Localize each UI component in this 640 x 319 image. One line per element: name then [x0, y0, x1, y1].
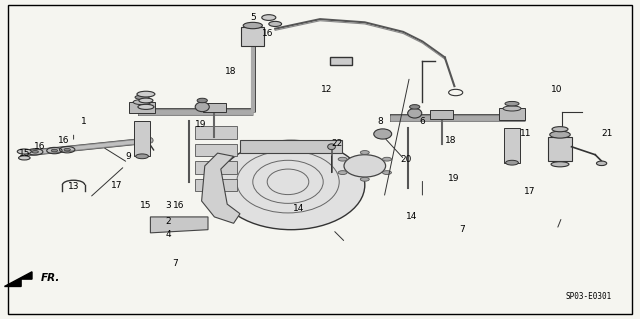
Ellipse shape: [133, 100, 151, 105]
Text: 2: 2: [165, 217, 171, 226]
Text: FR.: FR.: [40, 272, 60, 283]
Ellipse shape: [328, 144, 335, 150]
Text: 3: 3: [165, 201, 171, 210]
Text: 15: 15: [140, 201, 152, 210]
Ellipse shape: [505, 101, 519, 106]
Ellipse shape: [262, 15, 276, 20]
Bar: [241, 27, 264, 46]
Text: 18: 18: [445, 136, 456, 145]
Text: 4: 4: [165, 230, 171, 239]
Text: 22: 22: [332, 139, 343, 148]
Ellipse shape: [374, 129, 392, 139]
Ellipse shape: [269, 21, 282, 26]
Text: 14: 14: [292, 204, 304, 213]
Ellipse shape: [218, 140, 365, 230]
Ellipse shape: [17, 149, 31, 154]
Text: 19: 19: [195, 120, 206, 129]
Ellipse shape: [136, 154, 148, 159]
Text: 9: 9: [125, 152, 131, 161]
Bar: [203, 103, 226, 112]
Text: 16: 16: [34, 142, 45, 151]
Bar: [195, 161, 237, 174]
Text: 10: 10: [551, 85, 563, 94]
Ellipse shape: [410, 105, 420, 109]
Text: 16: 16: [262, 29, 274, 38]
Text: 1: 1: [81, 117, 86, 126]
Bar: [195, 126, 237, 139]
Polygon shape: [4, 272, 32, 286]
Text: 15: 15: [19, 149, 30, 158]
Ellipse shape: [32, 151, 38, 153]
Ellipse shape: [338, 171, 347, 174]
Bar: [548, 137, 572, 161]
Text: 16: 16: [58, 136, 70, 145]
Text: 7: 7: [460, 225, 465, 234]
Ellipse shape: [139, 98, 153, 103]
Text: 17: 17: [111, 181, 123, 189]
Ellipse shape: [551, 162, 569, 167]
Ellipse shape: [138, 104, 154, 109]
Text: 21: 21: [602, 130, 613, 138]
Text: 7: 7: [172, 259, 178, 268]
Text: 8: 8: [378, 117, 383, 126]
Ellipse shape: [64, 148, 70, 151]
Ellipse shape: [19, 156, 30, 160]
Text: 19: 19: [448, 174, 460, 183]
Ellipse shape: [408, 108, 422, 118]
Ellipse shape: [552, 127, 568, 132]
Text: 14: 14: [406, 212, 418, 221]
Text: 5: 5: [250, 13, 255, 22]
Bar: [195, 179, 237, 191]
Polygon shape: [202, 153, 240, 223]
Ellipse shape: [503, 106, 521, 111]
Polygon shape: [150, 217, 208, 233]
Bar: [499, 108, 525, 120]
Ellipse shape: [197, 98, 207, 103]
Text: 12: 12: [321, 85, 333, 94]
Ellipse shape: [137, 91, 155, 97]
Ellipse shape: [243, 22, 262, 29]
Ellipse shape: [51, 149, 58, 152]
Ellipse shape: [596, 161, 607, 166]
Bar: [504, 128, 520, 163]
Ellipse shape: [383, 157, 392, 161]
Ellipse shape: [360, 151, 369, 154]
Text: 18: 18: [225, 67, 237, 76]
Text: 11: 11: [520, 130, 531, 138]
Bar: [430, 110, 453, 119]
Ellipse shape: [383, 171, 392, 174]
Bar: [134, 121, 150, 156]
Text: 13: 13: [68, 182, 79, 191]
Ellipse shape: [550, 131, 570, 138]
Text: 17: 17: [524, 187, 535, 196]
Ellipse shape: [506, 160, 518, 165]
Text: 20: 20: [400, 155, 412, 164]
Bar: [195, 144, 237, 156]
Ellipse shape: [338, 157, 347, 161]
Ellipse shape: [195, 102, 209, 112]
Bar: [240, 140, 342, 153]
Bar: [129, 102, 155, 113]
Text: 6: 6: [420, 117, 425, 126]
Ellipse shape: [344, 155, 385, 177]
Ellipse shape: [360, 177, 369, 181]
Bar: [330, 57, 352, 65]
Text: 16: 16: [173, 201, 184, 210]
Text: SP03-E0301: SP03-E0301: [566, 292, 612, 301]
Ellipse shape: [135, 95, 149, 100]
